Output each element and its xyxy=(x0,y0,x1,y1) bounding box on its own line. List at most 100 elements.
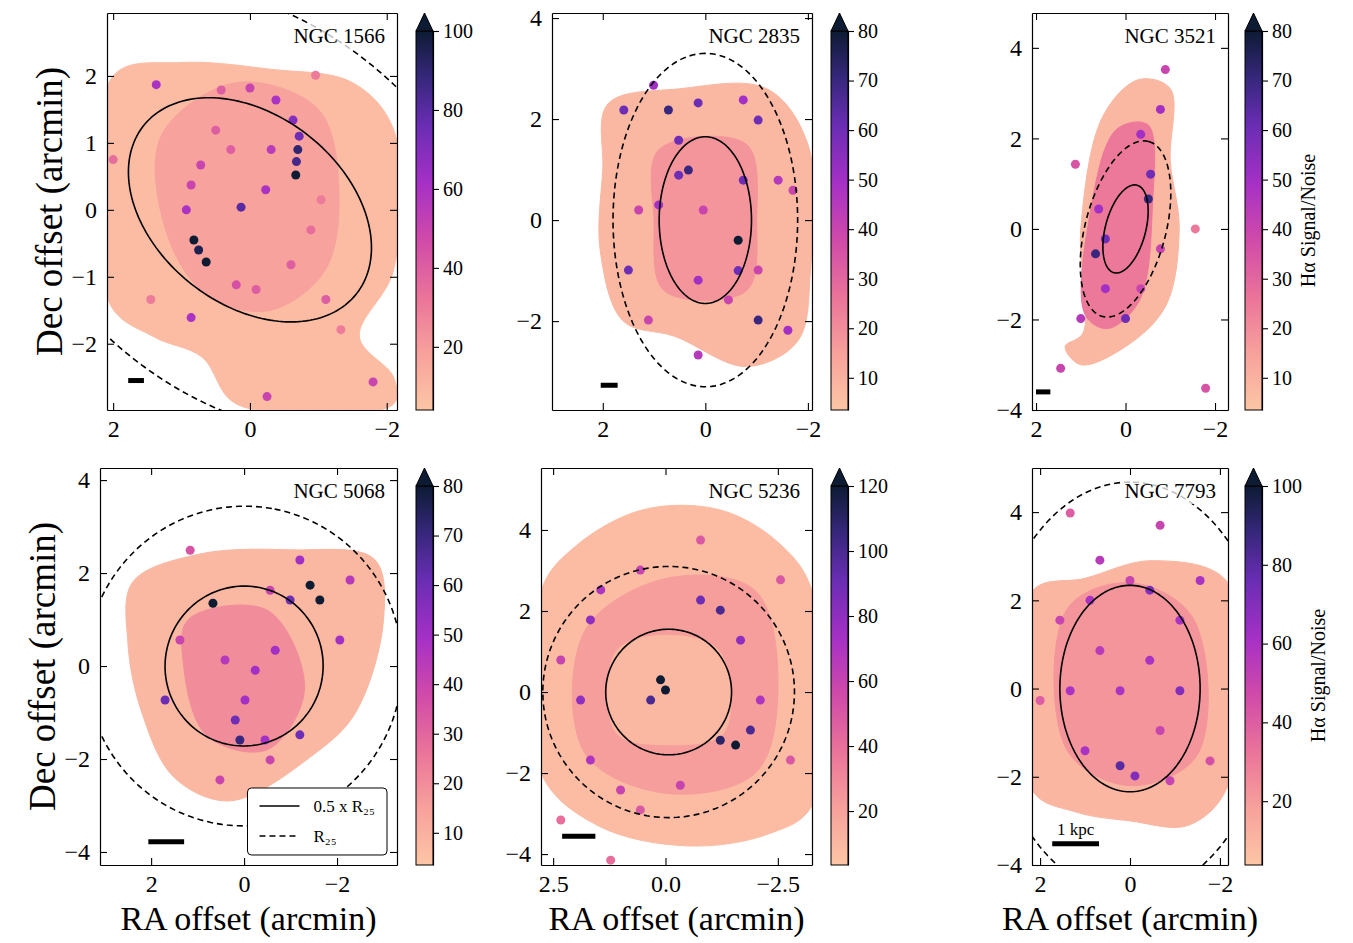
colorbar-axis: 1020304050607080 xyxy=(433,475,463,866)
tick-mark xyxy=(390,76,397,77)
radius-ellipse xyxy=(1103,185,1148,273)
panel: 20−2−4−2024NGC 35211020304050607080Hα Si… xyxy=(996,13,1320,442)
x-axis-top xyxy=(542,468,813,475)
tick-mark xyxy=(603,13,604,20)
hii-region xyxy=(231,715,240,724)
map-area xyxy=(599,53,812,386)
colorbar-axis: 20406080100 xyxy=(433,20,473,411)
tick-label: 2 xyxy=(78,560,90,586)
tick: 0 xyxy=(700,403,712,442)
tick-label: −4 xyxy=(996,852,1022,878)
tick-mark xyxy=(390,480,397,481)
axis-line xyxy=(101,468,398,469)
tick: 120 xyxy=(848,475,888,497)
tick-label: 30 xyxy=(443,723,463,745)
tick-mark xyxy=(337,858,338,865)
tick-mark xyxy=(778,468,779,475)
tick-mark xyxy=(848,31,854,32)
hii-region xyxy=(261,185,270,194)
tick: 70 xyxy=(848,69,878,91)
scale-bar xyxy=(601,383,618,388)
y-axis-right xyxy=(1221,14,1229,411)
hii-region xyxy=(699,205,708,214)
hii-region xyxy=(586,756,595,765)
hii-region xyxy=(1156,726,1165,735)
tick-label: 0 xyxy=(1010,676,1022,702)
tick xyxy=(805,611,812,612)
hii-region xyxy=(1126,576,1135,585)
tick: 40 xyxy=(1262,711,1292,733)
tick: 20 xyxy=(433,336,463,358)
hii-region xyxy=(295,132,304,141)
hii-region xyxy=(1201,384,1210,393)
tick-label: 40 xyxy=(443,257,463,279)
hii-region xyxy=(1081,746,1090,755)
tick: 2 xyxy=(1010,126,1039,152)
tick-mark xyxy=(244,468,245,475)
tick-label: 4 xyxy=(530,5,542,31)
hii-region xyxy=(152,80,161,89)
tick-label: 20 xyxy=(443,336,463,358)
tick: −2 xyxy=(64,746,107,772)
tick-mark xyxy=(1125,403,1126,410)
tick xyxy=(603,13,604,20)
tick xyxy=(390,759,397,760)
panel: 20−2−2024NGC 28351020304050607080 xyxy=(516,5,878,442)
hii-region xyxy=(586,615,595,624)
tick-mark xyxy=(151,858,152,865)
hii-region xyxy=(656,675,665,684)
tick-mark xyxy=(100,666,107,667)
hii-region xyxy=(696,596,705,605)
tick-mark xyxy=(113,403,114,410)
map-area xyxy=(100,506,397,826)
panel: 20−2−2−1012NGC 156620406080100Dec offset… xyxy=(7,0,493,442)
hii-region xyxy=(293,145,302,154)
scale-bar xyxy=(562,834,595,839)
axis-line xyxy=(552,14,553,411)
y-axis-title: Dec offset (arcmin) xyxy=(22,522,64,811)
tick-mark xyxy=(151,468,152,475)
axis-line xyxy=(1228,14,1229,411)
tick-mark xyxy=(1032,138,1039,139)
emission-patch xyxy=(599,83,812,366)
tick: −4 xyxy=(64,839,107,865)
title-patch xyxy=(1121,23,1219,49)
tick: 2 xyxy=(78,560,107,586)
tick-label: 40 xyxy=(858,735,878,757)
tick: 0.0 xyxy=(651,858,681,897)
emission-patch xyxy=(126,549,385,801)
tick-mark xyxy=(1262,229,1268,230)
tick-mark xyxy=(390,666,397,667)
hii-region xyxy=(221,655,230,664)
hii-region xyxy=(286,260,295,269)
tick: 10 xyxy=(848,367,878,389)
tick xyxy=(1221,48,1228,49)
hii-region xyxy=(1076,314,1085,323)
tick-mark xyxy=(805,18,812,19)
colorbar: 1020304050607080 xyxy=(416,468,463,866)
tick-label: 100 xyxy=(443,20,473,42)
axis-line xyxy=(553,410,813,411)
tick xyxy=(805,18,812,19)
tick: 80 xyxy=(433,99,463,121)
tick: 80 xyxy=(1262,554,1292,576)
tick: 50 xyxy=(433,624,463,646)
tick xyxy=(1221,319,1228,320)
tick-mark xyxy=(778,858,779,865)
tick-mark xyxy=(1221,512,1228,513)
axis-line xyxy=(542,468,813,469)
colorbar-ramp xyxy=(1245,31,1262,410)
tick-mark xyxy=(1032,410,1039,411)
tick-label: 80 xyxy=(858,605,878,627)
tick-mark xyxy=(705,403,706,410)
tick xyxy=(805,220,812,221)
tick-label: 2 xyxy=(1010,126,1022,152)
tick-mark xyxy=(100,759,107,760)
tick: 40 xyxy=(848,218,878,240)
radius-ellipse xyxy=(1080,141,1171,317)
tick: 40 xyxy=(1262,218,1292,240)
tick-mark xyxy=(1032,689,1039,690)
hii-region xyxy=(187,181,196,190)
tick: 10 xyxy=(433,822,463,844)
tick: 80 xyxy=(1262,20,1292,42)
